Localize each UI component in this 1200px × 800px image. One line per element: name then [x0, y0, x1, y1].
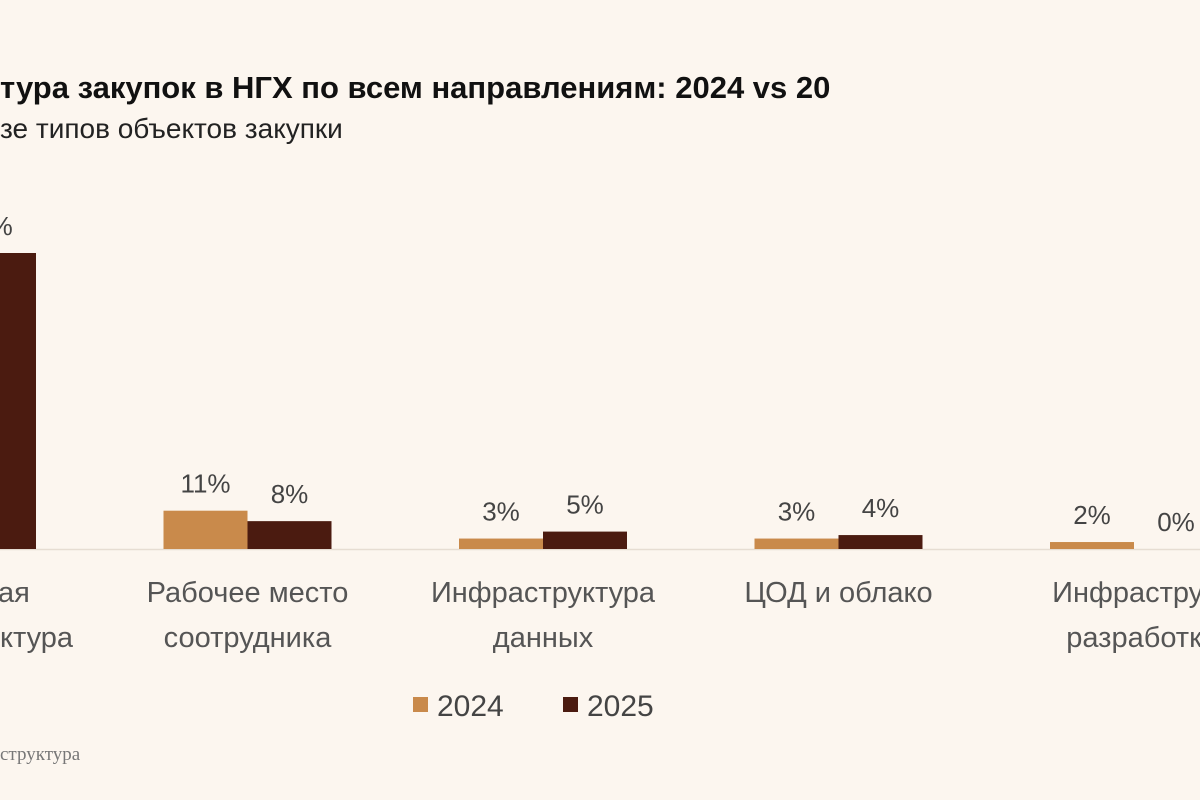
- data-label-2025: 0%: [1157, 507, 1195, 537]
- bar-2024: [1050, 542, 1134, 549]
- bar-2024: [754, 538, 839, 549]
- data-label-2025: 5%: [0, 211, 13, 241]
- bar-2024: [459, 538, 543, 549]
- data-label-2025: 4%: [862, 493, 900, 523]
- legend-label-2024: 2024: [437, 690, 504, 723]
- category-label: соотрудника: [164, 622, 333, 654]
- bar-2025: [543, 531, 627, 549]
- bar-2024: [163, 510, 248, 549]
- category-label: Инфраструк: [1052, 577, 1200, 609]
- data-label-2024: 11%: [180, 469, 230, 499]
- data-label-2025: 8%: [271, 479, 309, 509]
- legend-swatch-2025: [563, 697, 578, 712]
- category-label: ктура: [0, 622, 74, 654]
- category-label: Инфраструктура: [431, 577, 656, 609]
- chart-subtitle: зе типов объектов закупки: [0, 113, 343, 144]
- data-label-2025: 5%: [566, 490, 604, 520]
- category-label: ЦОД и облако: [744, 577, 932, 609]
- bar-2025: [247, 521, 332, 549]
- bar-2025: [838, 535, 923, 549]
- data-label-2024: 3%: [778, 497, 816, 527]
- category-label: разработк: [1066, 622, 1200, 654]
- legend-swatch-2024: [413, 697, 428, 712]
- data-label-2024: 2%: [1073, 500, 1111, 530]
- bar-2025: [0, 253, 36, 549]
- data-label-2024: 3%: [482, 497, 520, 527]
- source-label: структура: [0, 744, 81, 765]
- chart-title: тура закупок в НГХ по всем направлениям:…: [0, 70, 831, 105]
- category-label: ая: [0, 577, 30, 609]
- category-label: Рабочее место: [147, 577, 349, 609]
- category-label: данных: [493, 622, 594, 654]
- legend-label-2025: 2025: [587, 690, 654, 723]
